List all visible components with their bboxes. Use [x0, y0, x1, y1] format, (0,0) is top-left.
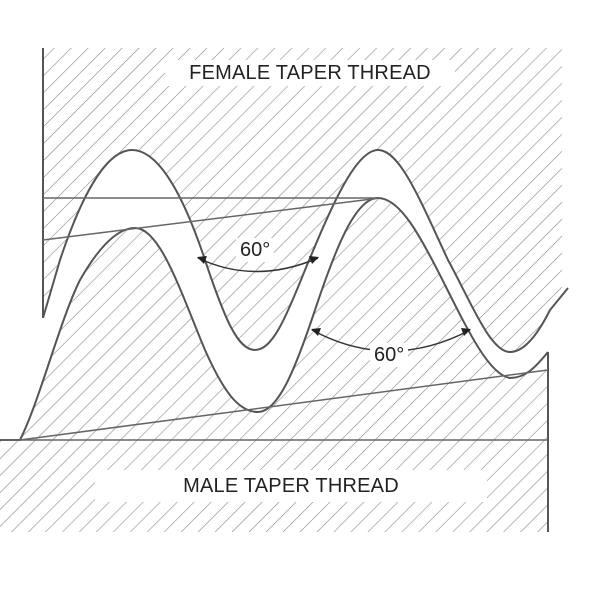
- male-thread-profile: [0, 196, 549, 441]
- upper-angle-arrow-left: [197, 256, 207, 264]
- upper-angle-arrow-right: [309, 256, 319, 264]
- lower-angle-arrow-right: [461, 328, 471, 336]
- female-thread-label: FEMALE TAPER THREAD: [165, 60, 455, 86]
- female-thread-body: [43, 48, 562, 352]
- upper-angle-label: 60°: [236, 238, 275, 262]
- upper-taper-line: [42, 197, 381, 241]
- male-thread-label: MALE TAPER THREAD: [95, 470, 487, 502]
- lower-angle-arrow-left: [311, 328, 321, 336]
- lower-taper-line: [19, 369, 549, 441]
- female-thread-profile: [42, 148, 569, 354]
- upper-angle-arc: [197, 257, 319, 273]
- male-thread-body: [0, 198, 548, 532]
- lower-angle-label: 60°: [370, 343, 409, 367]
